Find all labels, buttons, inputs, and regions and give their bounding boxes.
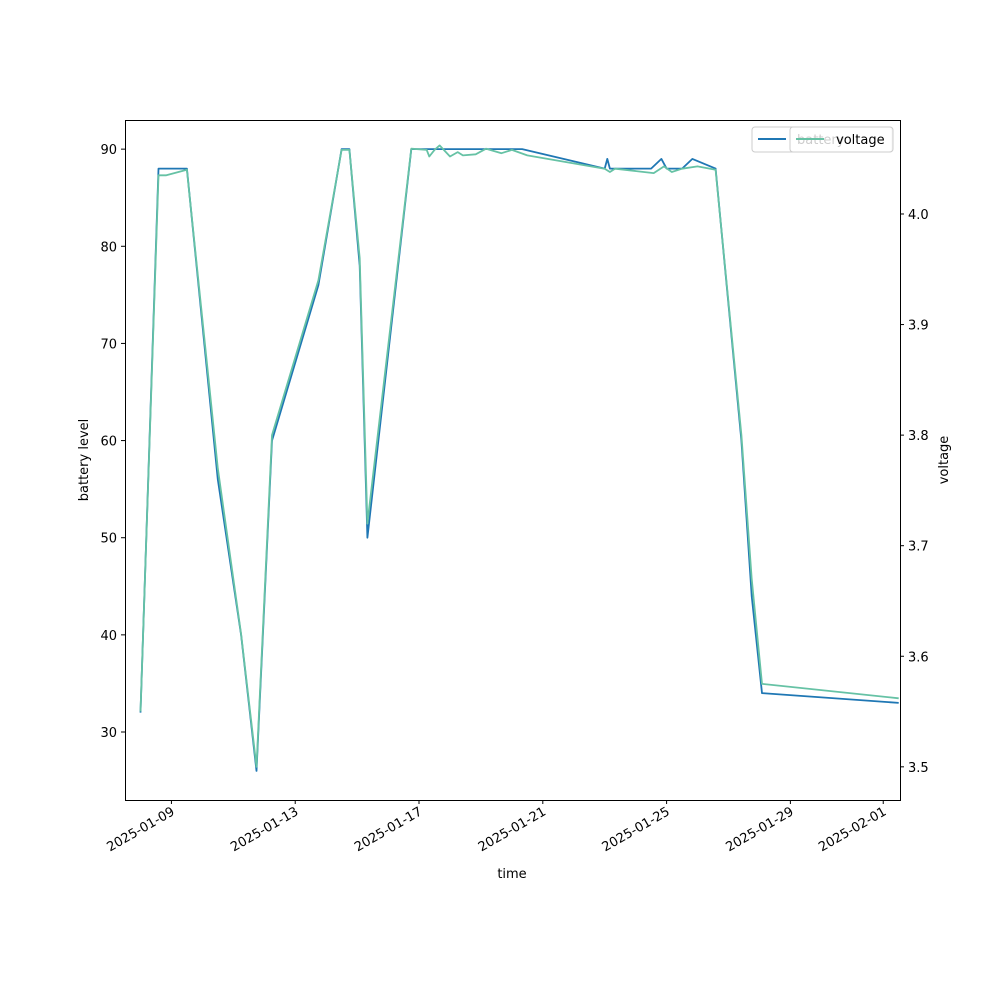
y2-tick-label: 4.0 [908, 208, 929, 223]
y2-tick-label: 3.8 [908, 429, 929, 444]
y-ticks: 30 40 50 60 70 80 90 [100, 143, 125, 741]
y-tick-label: 30 [100, 726, 117, 741]
legend: battery voltage [751, 126, 894, 153]
x-axis-label: time [497, 867, 526, 882]
legend-voltage-box [789, 126, 894, 153]
y-axis-label: battery level [77, 419, 92, 502]
series-voltage-line [139, 144, 899, 768]
y2-axis-label: voltage [937, 436, 952, 485]
y2-tick-label: 3.9 [908, 319, 929, 334]
y-tick-label: 40 [100, 629, 117, 644]
plot-frame [125, 120, 901, 801]
y-tick-label: 70 [100, 337, 117, 352]
y-tick-label: 60 [100, 435, 117, 450]
legend-voltage-label: voltage [836, 133, 885, 148]
y-tick-label: 80 [100, 240, 117, 255]
y-tick-label: 50 [100, 532, 117, 547]
y2-tick-label: 3.6 [908, 650, 929, 665]
lines-layer [139, 144, 899, 772]
y2-tick-label: 3.7 [908, 540, 929, 555]
legend-voltage: voltage [789, 126, 894, 153]
y2-tick-label: 3.5 [908, 761, 929, 776]
y2-ticks: 3.5 3.6 3.7 3.8 3.9 4.0 [900, 208, 929, 776]
y-tick-label: 90 [100, 143, 117, 158]
